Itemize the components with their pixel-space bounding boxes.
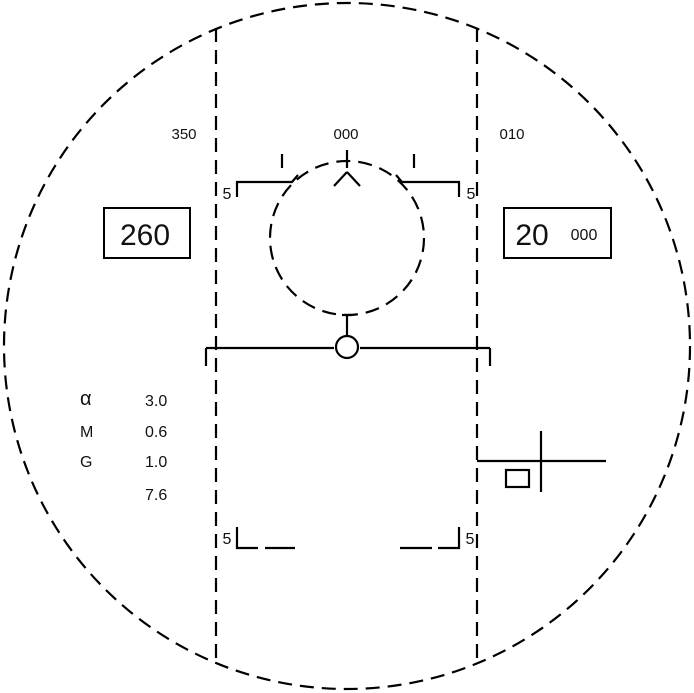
g-label: G [80,454,92,471]
reticle-circle [268,159,426,317]
pitch-bracket-upper-left [235,174,299,197]
g-value: 1.0 [145,454,167,471]
altitude-hundreds: 000 [571,227,598,244]
alpha-value: 3.0 [145,393,167,410]
pitch-bracket-lower-left [235,527,258,550]
heading-label-left: 350 [171,126,196,143]
aircraft-symbol-right [346,171,361,187]
altitude-thousands: 20 [515,219,548,252]
pitch-label-upper-left: 5 [223,186,232,203]
pitch-label-lower-left: 5 [223,531,232,548]
mach-value: 0.6 [145,424,167,441]
aircraft-symbol-left [333,171,348,187]
extra-value: 7.6 [145,487,167,504]
pitch-bracket-upper-right [395,174,461,197]
pitch-label-upper-right: 5 [467,186,476,203]
airspeed-value: 260 [120,219,170,252]
airspeed-box [103,207,191,259]
alpha-label: α [80,388,92,410]
mach-label: M [80,424,93,441]
heading-label-center: 000 [333,126,358,143]
pitch-label-lower-right: 5 [466,531,475,548]
heading-label-right: 010 [499,126,524,143]
target-box [504,468,531,489]
pitch-bracket-lower-right [438,527,461,550]
altitude-box [503,207,612,259]
flight-path-marker [334,334,360,360]
